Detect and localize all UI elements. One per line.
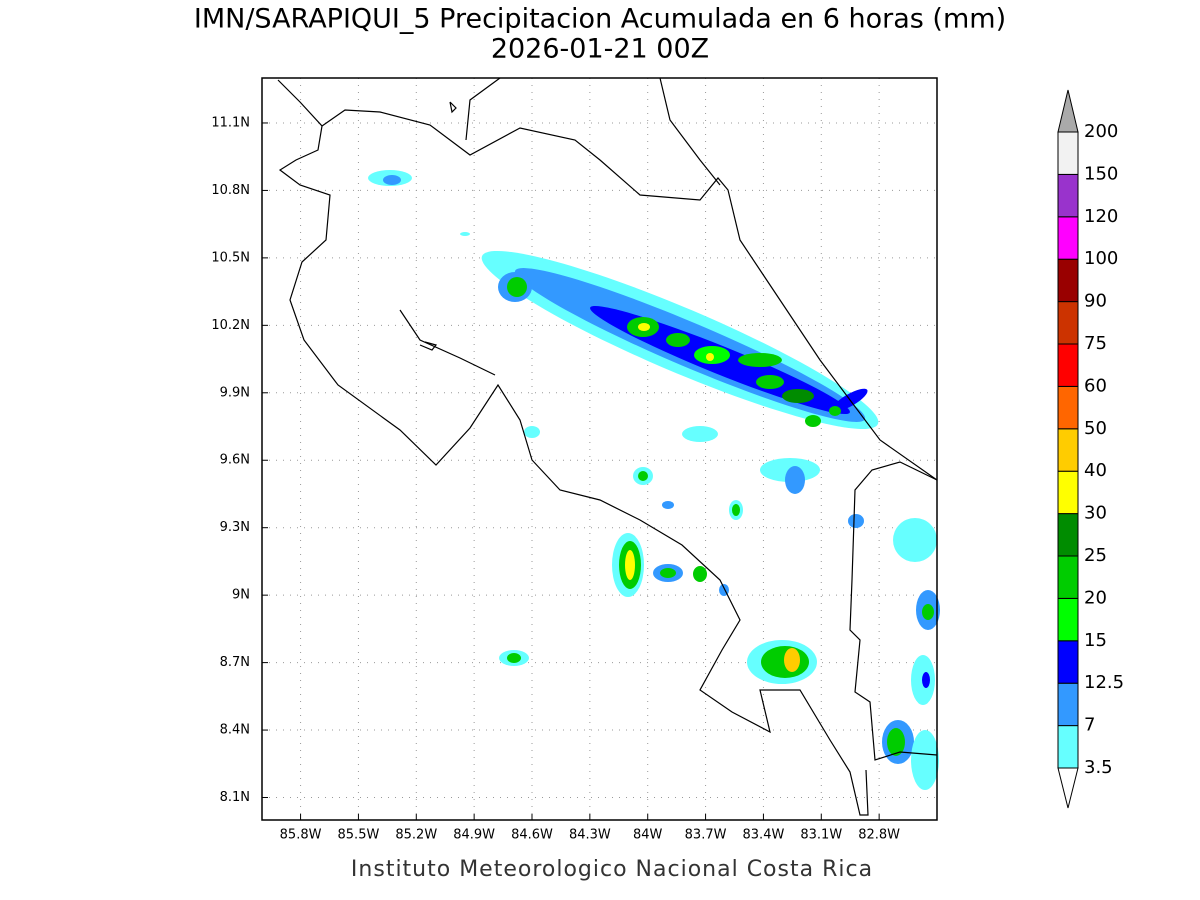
colorbar-box <box>1057 216 1079 260</box>
x-tick-label: 82.8W <box>858 828 900 843</box>
colorbar-box <box>1057 385 1079 430</box>
x-tick-label: 85.8W <box>280 828 322 843</box>
colorbar-label: 12.5 <box>1084 672 1124 693</box>
colorbar-label: 15 <box>1084 630 1107 651</box>
x-tick-label: 84.3W <box>569 828 611 843</box>
colorbar-box <box>1057 470 1079 515</box>
colorbar-box <box>1057 513 1079 557</box>
footer: Instituto Meteorologico Nacional Costa R… <box>351 857 873 882</box>
colorbar-label: 30 <box>1084 503 1107 524</box>
x-tick-label: 84.6W <box>511 828 553 843</box>
x-tick-label: 83.1W <box>800 828 842 843</box>
colorbar-box <box>1057 258 1079 303</box>
x-tick-label: 83.4W <box>743 828 785 843</box>
colorbar-box <box>1057 682 1079 727</box>
y-tick-label: 10.8N <box>211 183 250 198</box>
y-tick-label: 9N <box>232 588 250 603</box>
precipitation-field <box>368 170 940 790</box>
x-tick-label: 85.5W <box>338 828 380 843</box>
colorbar-label: 100 <box>1084 248 1118 269</box>
colorbar-box <box>1057 555 1079 599</box>
grid <box>262 78 937 820</box>
y-tick-label: 8.7N <box>220 655 250 670</box>
colorbar-label: 200 <box>1084 121 1118 142</box>
rain-band <box>368 170 940 790</box>
y-tick-label: 10.5N <box>211 250 250 265</box>
y-tick-label: 9.9N <box>220 385 250 400</box>
chart-title: IMN/SARAPIQUI_5 Precipitacion Acumulada … <box>194 4 1006 35</box>
y-tick-label: 11.1N <box>211 115 250 130</box>
coastlines <box>277 77 938 816</box>
colorbar-box <box>1057 428 1079 472</box>
colorbar-label: 40 <box>1084 460 1107 481</box>
colorbar: 3.5 7 12.5 15 20 25 30 40 50 60 75 90 100 120 150 200 <box>1057 89 1124 809</box>
y-tick-label: 8.1N <box>220 790 250 805</box>
x-tick-label: 84.9W <box>453 828 495 843</box>
y-tick-label: 9.3N <box>220 520 250 535</box>
colorbar-box <box>1057 301 1079 345</box>
chart-subtitle: 2026-01-21 00Z <box>491 34 709 65</box>
colorbar-label: 25 <box>1084 545 1107 566</box>
x-tick-label: 85.2W <box>395 828 437 843</box>
colorbar-over <box>1057 89 1079 133</box>
colorbar-box <box>1057 725 1079 769</box>
colorbar-label: 50 <box>1084 418 1107 439</box>
map-frame <box>261 77 938 821</box>
colorbar-box <box>1057 597 1079 642</box>
colorbar-label: 20 <box>1084 587 1107 608</box>
colorbar-label: 60 <box>1084 375 1107 396</box>
colorbar-label: 7 <box>1084 715 1095 736</box>
colorbar-box <box>1057 640 1079 684</box>
colorbar-label: 120 <box>1084 206 1118 227</box>
y-tick-label: 9.6N <box>220 453 250 468</box>
colorbar-label: 150 <box>1084 163 1118 184</box>
colorbar-box <box>1057 131 1079 175</box>
x-tick-label: 83.7W <box>685 828 727 843</box>
colorbar-label: 90 <box>1084 291 1107 312</box>
y-tick-label: 10.2N <box>211 318 250 333</box>
colorbar-under <box>1057 767 1079 809</box>
colorbar-label: 3.5 <box>1084 757 1113 778</box>
colorbar-box <box>1057 173 1079 218</box>
colorbar-label: 75 <box>1084 333 1107 354</box>
x-tick-label: 84W <box>633 828 663 843</box>
y-tick-label: 8.4N <box>220 723 250 738</box>
colorbar-box <box>1057 343 1079 387</box>
